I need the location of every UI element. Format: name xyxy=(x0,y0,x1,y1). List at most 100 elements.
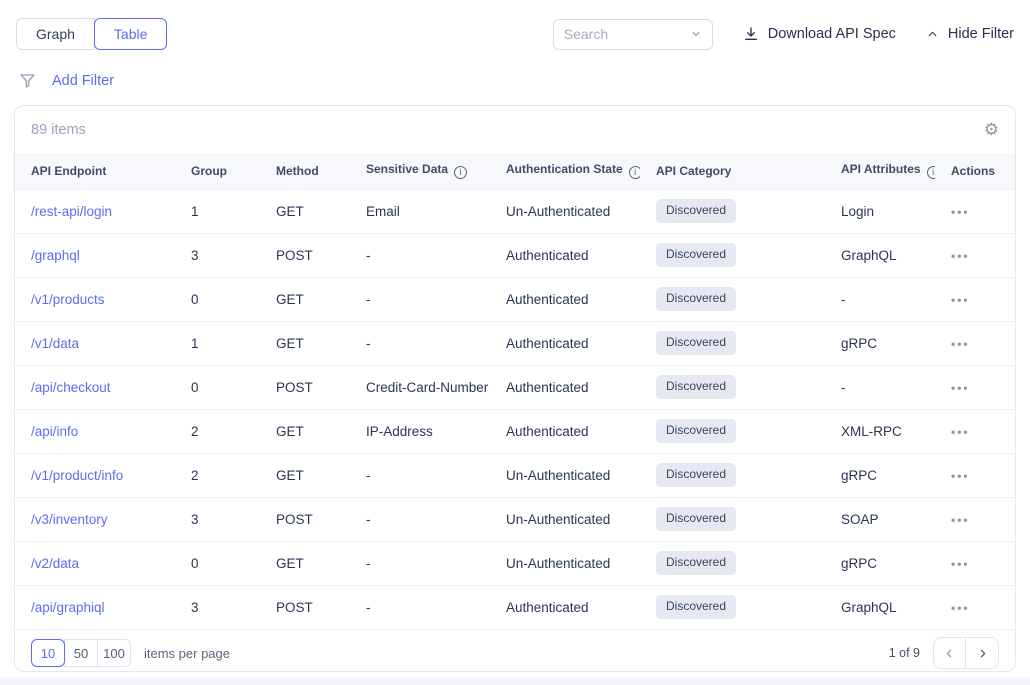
attributes-value: - xyxy=(841,379,846,395)
sensitive-data-value: - xyxy=(366,291,371,307)
attributes-value: GraphQL xyxy=(841,247,897,263)
category-badge: Discovered xyxy=(656,507,737,531)
auth-state-value: Authenticated xyxy=(506,599,589,615)
table-row: /v1/products 0 GET - Authenticated Disco… xyxy=(15,276,1015,321)
download-icon xyxy=(743,26,759,42)
endpoint-link[interactable]: /api/info xyxy=(31,423,79,439)
download-api-spec-label: Download API Spec xyxy=(767,26,896,42)
endpoint-link[interactable]: /graphql xyxy=(31,247,80,263)
row-actions-button[interactable]: ••• xyxy=(951,468,970,483)
hide-filter-label: Hide Filter xyxy=(947,26,1014,42)
group-value: 0 xyxy=(191,291,199,307)
group-value: 0 xyxy=(191,555,199,571)
row-actions-button[interactable]: ••• xyxy=(951,248,970,263)
row-actions-button[interactable]: ••• xyxy=(951,424,970,439)
next-page-button[interactable] xyxy=(966,638,998,668)
auth-state-value: Authenticated xyxy=(506,423,589,439)
page-size-10[interactable]: 10 xyxy=(31,639,65,667)
topbar: Graph Table Download API Spec Hide Filte… xyxy=(0,0,1030,50)
endpoint-link[interactable]: /api/graphiql xyxy=(31,599,105,615)
endpoint-link[interactable]: /v3/inventory xyxy=(31,511,108,527)
category-badge: Discovered xyxy=(656,331,737,355)
attributes-value: gRPC xyxy=(841,335,878,351)
add-filter-button[interactable]: Add Filter xyxy=(52,72,115,89)
endpoint-link[interactable]: /api/checkout xyxy=(31,379,111,395)
auth-state-value: Authenticated xyxy=(506,247,589,263)
row-actions-button[interactable]: ••• xyxy=(951,512,970,527)
hide-filter-button[interactable]: Hide Filter xyxy=(926,26,1014,42)
tab-graph[interactable]: Graph xyxy=(16,18,95,50)
items-per-page-label: items per page xyxy=(144,645,230,661)
chevron-left-icon xyxy=(943,647,956,660)
row-actions-button[interactable]: ••• xyxy=(951,600,970,615)
method-value: GET xyxy=(276,203,304,219)
sensitive-data-value: - xyxy=(366,335,371,351)
group-value: 0 xyxy=(191,379,199,395)
endpoint-link[interactable]: /v1/products xyxy=(31,291,105,307)
group-value: 3 xyxy=(191,599,199,615)
endpoint-link[interactable]: /v2/data xyxy=(31,555,80,571)
sensitive-data-value: - xyxy=(366,555,371,571)
row-actions-button[interactable]: ••• xyxy=(951,292,970,307)
api-table-card: 89 items ⚙ API Endpoint Group Method Sen… xyxy=(14,105,1016,672)
endpoint-link[interactable]: /rest-api/login xyxy=(31,203,113,219)
search-input[interactable] xyxy=(563,26,690,42)
row-actions-button[interactable]: ••• xyxy=(951,380,970,395)
endpoint-link[interactable]: /v1/data xyxy=(31,335,80,351)
row-actions-button[interactable]: ••• xyxy=(951,204,970,219)
sensitive-data-value: Email xyxy=(366,203,400,219)
col-header-group: Group xyxy=(175,153,260,189)
search-combobox[interactable] xyxy=(552,18,713,50)
col-header-method: Method xyxy=(260,153,350,189)
group-value: 3 xyxy=(191,247,199,263)
auth-state-value: Authenticated xyxy=(506,335,589,351)
method-value: POST xyxy=(276,247,313,263)
row-actions-button[interactable]: ••• xyxy=(951,556,970,571)
table-footer: 10 50 100 items per page 1 of 9 xyxy=(15,629,1015,671)
sensitive-data-value: Credit-Card-Number xyxy=(366,379,489,395)
method-value: GET xyxy=(276,291,304,307)
method-value: GET xyxy=(276,555,304,571)
col-header-api-attributes: API Attributes i xyxy=(825,153,935,189)
endpoint-link[interactable]: /v1/product/info xyxy=(31,467,124,483)
group-value: 3 xyxy=(191,511,199,527)
attributes-value: GraphQL xyxy=(841,599,897,615)
sensitive-data-value: - xyxy=(366,467,371,483)
gear-icon[interactable]: ⚙ xyxy=(983,120,999,139)
info-icon[interactable]: i xyxy=(926,166,935,180)
auth-state-value: Un-Authenticated xyxy=(506,555,611,571)
page-size-switcher: 10 50 100 xyxy=(31,639,131,667)
attributes-value: gRPC xyxy=(841,467,878,483)
table-row: /graphql 3 POST - Authenticated Discover… xyxy=(15,232,1015,277)
method-value: GET xyxy=(276,335,304,351)
info-icon[interactable]: i xyxy=(454,166,468,180)
items-count: 89 items xyxy=(31,121,86,138)
info-icon[interactable]: i xyxy=(628,166,640,180)
group-value: 1 xyxy=(191,203,199,219)
tab-table[interactable]: Table xyxy=(93,18,168,50)
category-badge: Discovered xyxy=(656,199,737,223)
group-value: 2 xyxy=(191,423,199,439)
row-actions-button[interactable]: ••• xyxy=(951,336,970,351)
group-value: 2 xyxy=(191,467,199,483)
chevron-up-icon xyxy=(926,28,939,41)
download-api-spec-button[interactable]: Download API Spec xyxy=(743,26,896,42)
category-badge: Discovered xyxy=(656,375,737,399)
table-header-row: API Endpoint Group Method Sensitive Data… xyxy=(15,153,1015,189)
table-row: /api/info 2 GET IP-Address Authenticated… xyxy=(15,408,1015,453)
table-row: /v3/inventory 3 POST - Un-Authenticated … xyxy=(15,496,1015,541)
filterbar: Add Filter xyxy=(0,50,1030,105)
col-header-authentication-state: Authentication State i xyxy=(490,153,640,189)
page-size-50[interactable]: 50 xyxy=(64,639,98,667)
api-endpoints-table: API Endpoint Group Method Sensitive Data… xyxy=(15,153,1015,629)
previous-page-button[interactable] xyxy=(934,638,966,668)
chevron-down-icon xyxy=(690,28,702,40)
method-value: POST xyxy=(276,599,313,615)
chevron-right-icon xyxy=(976,647,989,660)
sensitive-data-value: - xyxy=(366,511,371,527)
table-row: /v2/data 0 GET - Un-Authenticated Discov… xyxy=(15,540,1015,585)
method-value: GET xyxy=(276,423,304,439)
auth-state-value: Un-Authenticated xyxy=(506,467,611,483)
page-size-100[interactable]: 100 xyxy=(97,639,131,667)
table-row: /rest-api/login 1 GET Email Un-Authentic… xyxy=(15,188,1015,233)
